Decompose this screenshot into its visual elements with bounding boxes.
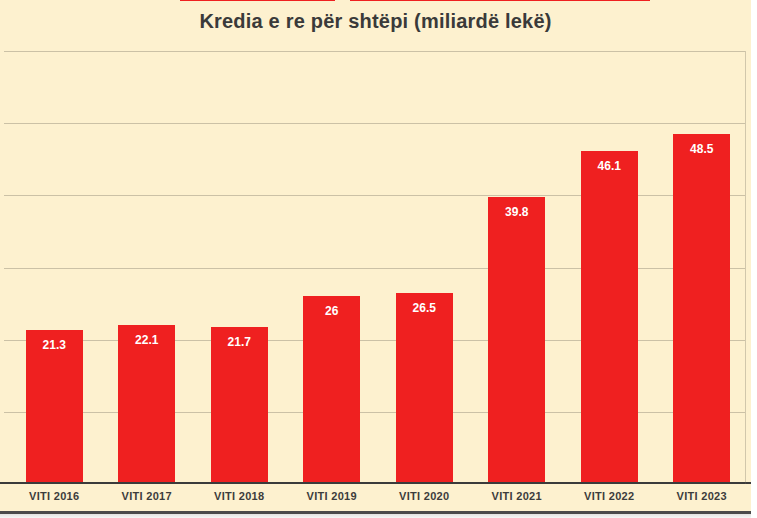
bar-value-label: 48.5 <box>690 142 713 156</box>
x-axis-label: VITI 2022 <box>563 490 656 502</box>
bar-column: 48.5 <box>656 134 749 484</box>
bar-value-label: 39.8 <box>505 205 528 219</box>
bar-column: 26 <box>286 296 379 484</box>
bar: 21.7 <box>211 327 268 484</box>
bar-column: 39.8 <box>471 197 564 484</box>
bar: 46.1 <box>581 151 638 484</box>
x-axis-label: VITI 2016 <box>8 490 101 502</box>
x-axis-label: VITI 2018 <box>193 490 286 502</box>
x-axis-label: VITI 2023 <box>656 490 749 502</box>
bar: 26.5 <box>396 293 453 484</box>
bar: 22.1 <box>118 325 175 484</box>
plot-right-edge <box>745 51 746 484</box>
bar-value-label: 21.3 <box>43 338 66 352</box>
bar-value-label: 26 <box>325 304 338 318</box>
bar-column: 22.1 <box>101 325 194 484</box>
bar: 21.3 <box>26 330 83 484</box>
x-axis-label: VITI 2020 <box>378 490 471 502</box>
x-axis-line <box>0 482 751 484</box>
x-axis-label: VITI 2021 <box>471 490 564 502</box>
chart-title: Kredia e re për shtëpi (miliardë lekë) <box>0 10 751 33</box>
bar-value-label: 46.1 <box>598 159 621 173</box>
top-accent-line <box>180 0 335 1</box>
top-accent-line <box>350 0 650 1</box>
bar-column: 21.7 <box>193 327 286 484</box>
x-axis-label: VITI 2017 <box>101 490 194 502</box>
bar-value-label: 21.7 <box>228 335 251 349</box>
bar-value-label: 22.1 <box>135 333 158 347</box>
plot-area: 21.3 22.1 21.7 26 26.5 39.8 46.1 48.5 <box>8 51 748 484</box>
x-axis-label: VITI 2019 <box>286 490 379 502</box>
bar-column: 46.1 <box>563 151 656 484</box>
bar-value-label: 26.5 <box>413 301 436 315</box>
bar: 48.5 <box>673 134 730 484</box>
bar-column: 26.5 <box>378 293 471 484</box>
bar: 39.8 <box>488 197 545 484</box>
bar-chart: Kredia e re për shtëpi (miliardë lekë) 2… <box>0 0 751 514</box>
bar: 26 <box>303 296 360 484</box>
x-axis-labels: VITI 2016VITI 2017VITI 2018VITI 2019VITI… <box>8 490 748 502</box>
bar-column: 21.3 <box>8 330 101 484</box>
bottom-shadow-strip <box>0 514 751 518</box>
